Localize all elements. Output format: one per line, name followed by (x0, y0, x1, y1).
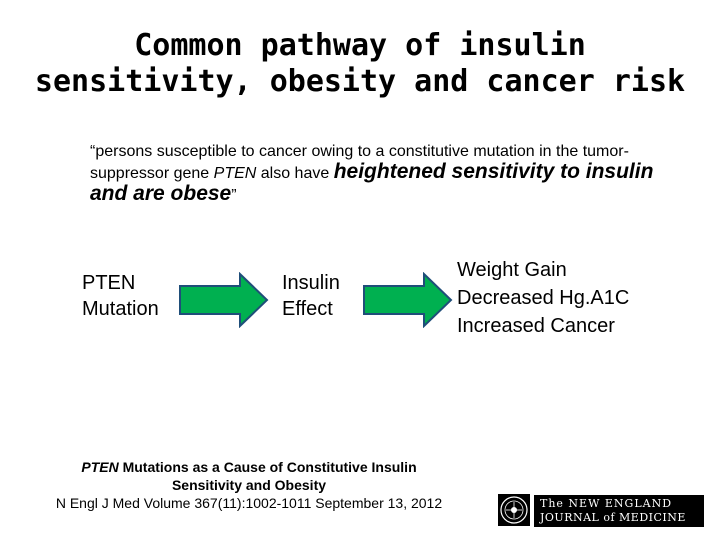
step-insulin-effect: Insulin Effect (282, 270, 340, 322)
quote-gene: PTEN (213, 165, 257, 182)
nejm-seal-icon (498, 494, 530, 526)
quote-emphasis: heightened sensitivity to insulin and ar… (90, 160, 654, 205)
quote-close: ” (231, 187, 237, 204)
outcome-cancer: Increased Cancer (457, 315, 615, 337)
quote-block: “persons susceptible to cancer owing to … (90, 142, 670, 206)
citation-title-line-1: PTEN Mutations as a Cause of Constitutiv… (14, 458, 484, 476)
citation-title-line-2: Sensitivity and Obesity (171, 477, 327, 493)
slide-title: Common pathway of insulin sensitivity, o… (0, 28, 720, 100)
nejm-logo-line-1: The NEW ENGLAND (540, 497, 673, 510)
arrow-1-shape (179, 272, 269, 328)
quote-text-2: also have (256, 165, 334, 182)
step-pten-mutation: PTEN Mutation (82, 270, 159, 322)
step-1-line-1: PTEN (82, 272, 136, 294)
arrow-2 (363, 272, 453, 328)
title-line-1: Common pathway of insulin (134, 28, 586, 63)
quote-text-1: “persons susceptible to cancer owing to … (90, 143, 629, 182)
step-2-line-2: Effect (282, 298, 333, 320)
outcome-hba1c: Decreased Hg.A1C (457, 287, 630, 309)
citation-title-rest: Mutations as a Cause of Constitutive Ins… (118, 459, 417, 475)
step-2-line-1: Insulin (282, 272, 340, 294)
arrow-1 (179, 272, 269, 328)
outcomes: Weight Gain Decreased Hg.A1C Increased C… (457, 256, 629, 340)
nejm-logo: The NEW ENGLAND JOURNAL of MEDICINE (534, 495, 704, 527)
outcome-weight-gain: Weight Gain (457, 259, 567, 281)
citation-gene: PTEN (81, 459, 119, 475)
citation-reference: N Engl J Med Volume 367(11):1002-1011 Se… (55, 495, 443, 511)
step-1-line-2: Mutation (82, 298, 159, 320)
citation: PTEN Mutations as a Cause of Constitutiv… (14, 458, 484, 512)
arrow-2-shape (363, 272, 453, 328)
nejm-logo-line-2: JOURNAL of MEDICINE (540, 511, 686, 524)
title-line-2: sensitivity, obesity and cancer risk (34, 64, 686, 99)
